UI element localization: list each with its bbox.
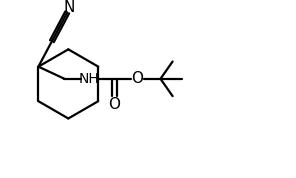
Text: O: O: [131, 71, 144, 86]
Text: N: N: [63, 0, 75, 15]
Text: NH: NH: [79, 72, 100, 86]
Text: O: O: [108, 97, 120, 112]
